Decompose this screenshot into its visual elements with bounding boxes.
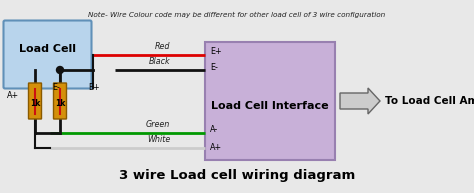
FancyArrow shape xyxy=(340,88,380,114)
Text: Black: Black xyxy=(148,57,170,66)
Text: E+: E+ xyxy=(210,47,222,57)
Text: Load Cell: Load Cell xyxy=(19,45,76,54)
FancyBboxPatch shape xyxy=(3,20,91,89)
Text: Green: Green xyxy=(146,120,170,129)
FancyBboxPatch shape xyxy=(54,83,66,119)
Text: E-: E- xyxy=(52,84,60,92)
Text: Red: Red xyxy=(155,42,170,51)
Text: To Load Cell Amplifier: To Load Cell Amplifier xyxy=(385,96,474,106)
Text: Note- Wire Colour code may be different for other load cell of 3 wire configurat: Note- Wire Colour code may be different … xyxy=(88,12,386,18)
Text: Load Cell Interface: Load Cell Interface xyxy=(211,101,329,111)
Text: E-: E- xyxy=(210,63,218,71)
Text: 1k: 1k xyxy=(55,100,65,108)
Text: A-: A- xyxy=(210,125,218,135)
Text: 3 wire Load cell wiring diagram: 3 wire Load cell wiring diagram xyxy=(119,169,355,182)
Text: A+: A+ xyxy=(7,91,19,100)
Text: A+: A+ xyxy=(210,144,222,152)
Text: E+: E+ xyxy=(88,84,100,92)
Text: White: White xyxy=(147,135,170,144)
Circle shape xyxy=(56,67,64,74)
Bar xyxy=(205,42,335,160)
FancyBboxPatch shape xyxy=(28,83,42,119)
Text: 1k: 1k xyxy=(30,100,40,108)
